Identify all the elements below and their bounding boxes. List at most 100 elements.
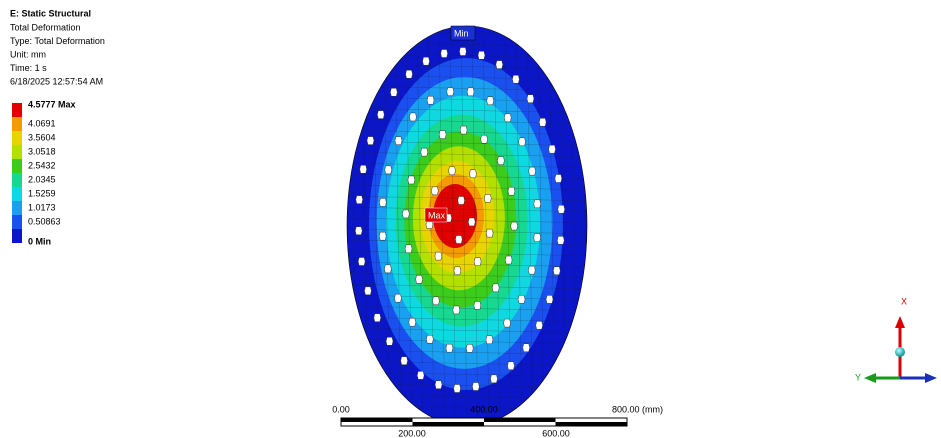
scale-label: 0.00	[332, 404, 350, 414]
hole	[408, 176, 415, 184]
legend-label: 3.0518	[28, 146, 56, 156]
header-line: Time: 1 s	[10, 63, 47, 73]
hole	[449, 167, 456, 175]
hole	[528, 266, 535, 274]
mesh-line	[340, 20, 346, 430]
header-title: E: Static Structural	[10, 8, 91, 18]
header-line: Type: Total Deformation	[10, 36, 105, 46]
legend-label: 1.0173	[28, 202, 56, 212]
hole	[557, 236, 564, 244]
hole	[367, 137, 374, 145]
hole	[469, 170, 476, 178]
legend-label: 0 Min	[28, 236, 51, 246]
hole	[379, 232, 386, 240]
hole	[518, 295, 525, 303]
hole	[459, 48, 466, 56]
scale-seg	[413, 422, 485, 426]
hole	[401, 357, 408, 365]
hole	[416, 275, 423, 283]
hole	[529, 167, 536, 175]
hole	[427, 96, 434, 104]
hole	[390, 88, 397, 96]
hole	[423, 57, 430, 65]
hole	[386, 337, 393, 345]
hole	[467, 88, 474, 96]
mesh-line	[593, 20, 599, 430]
hole	[504, 114, 511, 122]
hole	[406, 70, 413, 78]
legend-swatch	[12, 159, 22, 173]
scale-label: 800.00 (mm)	[612, 404, 663, 414]
hole	[555, 174, 562, 182]
legend-label: 3.5604	[28, 132, 56, 142]
hole	[472, 383, 479, 391]
legend-swatch	[12, 201, 22, 215]
hole	[455, 236, 462, 244]
hole	[512, 75, 519, 83]
hole	[364, 287, 371, 295]
hole	[377, 111, 384, 119]
hole	[395, 137, 402, 145]
legend-label: 2.5432	[28, 160, 56, 170]
hole	[394, 294, 401, 302]
hole	[484, 194, 491, 202]
scale-label: 200.00	[398, 428, 426, 438]
hole	[534, 234, 541, 242]
legend-swatch	[12, 131, 22, 145]
hole	[497, 157, 504, 165]
hole	[539, 118, 546, 126]
triad: X Y	[855, 296, 937, 383]
legend-label: 4.5777 Max	[28, 99, 76, 109]
hole	[507, 362, 514, 370]
hole	[505, 256, 512, 264]
hole	[409, 318, 416, 326]
legend-swatch	[12, 187, 22, 201]
hole	[441, 49, 448, 57]
scale-label: 600.00	[542, 428, 570, 438]
hole	[458, 196, 465, 204]
scale-seg	[484, 418, 556, 422]
hole	[527, 95, 534, 103]
legend-label: 0.50863	[28, 216, 61, 226]
hole	[432, 297, 439, 305]
hole	[379, 198, 386, 206]
max-label: Max	[428, 210, 446, 220]
legend-swatch	[12, 229, 22, 243]
hole	[536, 321, 543, 329]
header-line: 6/18/2025 12:57:54 AM	[10, 76, 103, 86]
hole	[474, 258, 481, 266]
hole	[558, 205, 565, 213]
hole	[360, 165, 367, 173]
hole	[435, 381, 442, 389]
hole	[549, 145, 556, 153]
hole	[453, 306, 460, 314]
hole	[439, 131, 446, 139]
header-line: Total Deformation	[10, 22, 81, 32]
legend-swatch	[12, 145, 22, 159]
hole	[384, 265, 391, 273]
scale-seg	[341, 418, 413, 422]
hole	[546, 295, 553, 303]
hole	[486, 336, 493, 344]
legend-label: 4.0691	[28, 118, 56, 128]
hole	[385, 166, 392, 174]
hole	[358, 258, 365, 266]
hole	[454, 384, 461, 392]
viewport: E: Static Structural Total Deformation Ty…	[0, 0, 941, 438]
hole	[405, 245, 412, 253]
legend-swatch	[12, 215, 22, 229]
scale-label: 400.00	[470, 404, 498, 414]
hole	[431, 187, 438, 195]
hole	[478, 51, 485, 59]
hole	[487, 97, 494, 105]
min-label: Min	[454, 28, 469, 38]
hole	[454, 267, 461, 275]
axis-label: X	[901, 296, 907, 306]
hole	[426, 335, 433, 343]
mesh-line	[340, 20, 600, 25]
hole	[511, 222, 518, 230]
legend-swatch	[12, 173, 22, 187]
hole	[492, 284, 499, 292]
hole	[481, 135, 488, 143]
legend-label: 2.0345	[28, 174, 56, 184]
